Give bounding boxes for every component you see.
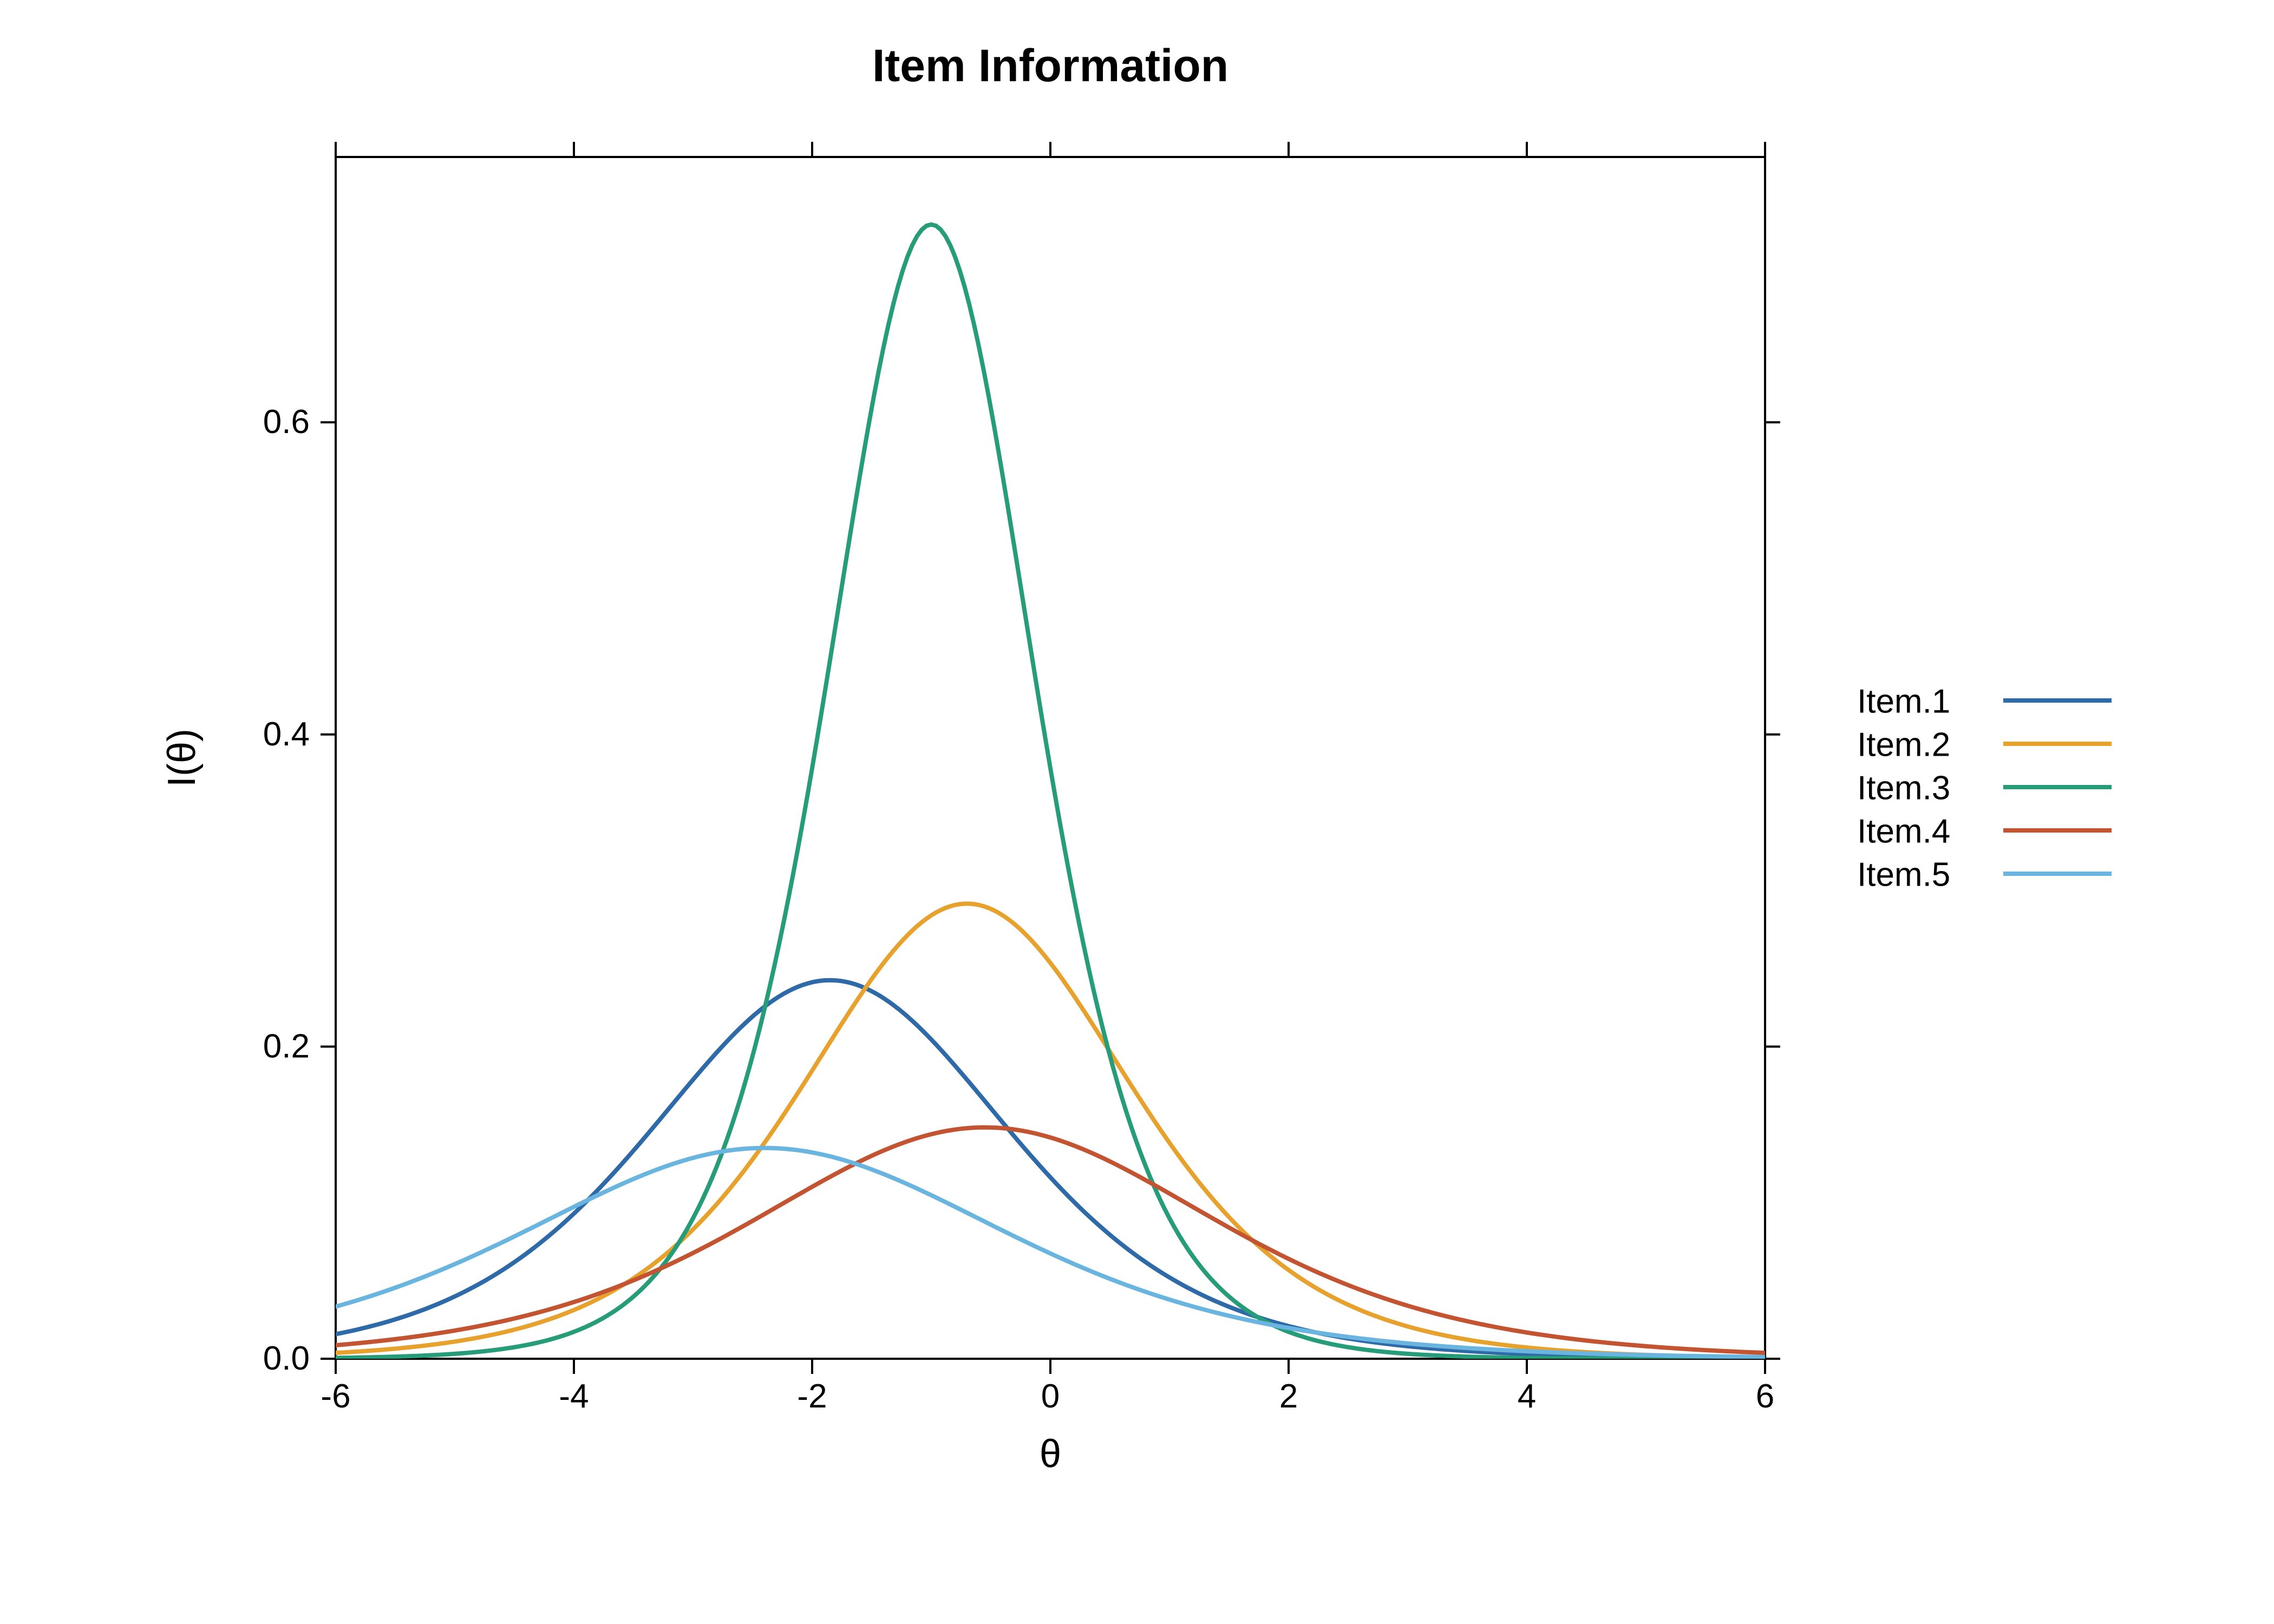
y-tick-label: 0.0 (263, 1340, 310, 1377)
chart-title: Item Information (872, 40, 1229, 91)
x-tick-label: -6 (321, 1378, 350, 1415)
x-tick-label: 4 (1518, 1378, 1536, 1415)
x-axis-label: θ (1040, 1432, 1061, 1476)
x-tick-label: 2 (1279, 1378, 1298, 1415)
y-tick-label: 0.6 (263, 403, 310, 441)
chart-container: Item Information -6 -4 -2 0 2 4 6 0.0 0.2 0.4 0.6 θ I… (0, 0, 2274, 1624)
legend-label-item-3: Item.3 (1857, 769, 1950, 807)
legend-label-item-4: Item.4 (1857, 813, 1950, 850)
x-tick-label: -2 (797, 1378, 827, 1415)
x-tick-label: 0 (1041, 1378, 1060, 1415)
y-tick-label: 0.4 (263, 716, 310, 753)
x-tick-label: -4 (559, 1378, 589, 1415)
x-tick-label: 6 (1756, 1378, 1774, 1415)
legend-label-item-1: Item.1 (1857, 683, 1950, 720)
item-information-chart: Item Information -6 -4 -2 0 2 4 6 0.0 0.2 0.4 0.6 θ I… (0, 0, 2274, 1624)
legend-label-item-2: Item.2 (1857, 726, 1950, 763)
y-tick-label: 0.2 (263, 1027, 310, 1065)
y-axis-label: I(θ) (160, 729, 204, 787)
legend-label-item-5: Item.5 (1857, 856, 1950, 893)
